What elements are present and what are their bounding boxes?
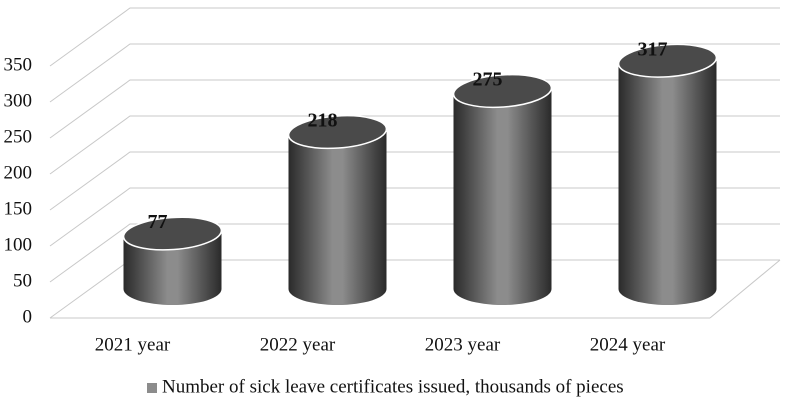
cylinder-body	[288, 132, 387, 305]
x-tick-label: 2024 year	[590, 334, 666, 355]
y-tick-label: 50	[13, 270, 32, 291]
y-tick-label: 300	[4, 90, 33, 111]
x-tick-label: 2021 year	[95, 334, 171, 355]
cylinder-top	[287, 114, 388, 150]
grid-line	[49, 151, 780, 211]
cylinder-top	[617, 43, 718, 78]
grid-line	[49, 43, 780, 103]
cylinder-body	[123, 233, 222, 305]
floor-edge	[709, 259, 781, 319]
grid-line	[49, 187, 780, 247]
cylinder-top	[122, 216, 223, 251]
value-label: 275	[473, 69, 503, 91]
value-label: 218	[308, 110, 338, 132]
value-label: 77	[148, 211, 168, 233]
x-tick-label: 2023 year	[425, 334, 501, 355]
cylinder-body	[453, 91, 552, 305]
grid-line	[49, 115, 780, 175]
y-tick-label: 250	[4, 126, 33, 147]
legend-swatch	[147, 383, 157, 393]
x-tick-label: 2022 year	[260, 334, 336, 355]
y-tick-label: 0	[23, 306, 33, 327]
grid-line	[49, 223, 780, 283]
y-tick-label: 100	[4, 234, 33, 255]
y-tick-label: 200	[4, 162, 33, 183]
y-tick-label: 150	[4, 198, 33, 219]
grid-line	[49, 7, 780, 67]
cylinder-top	[452, 73, 553, 109]
cylinder-body	[618, 60, 717, 306]
value-label: 317	[638, 38, 668, 60]
grid-line	[49, 79, 780, 139]
legend-label: Number of sick leave certificates issued…	[162, 376, 624, 397]
y-tick-label: 350	[4, 54, 33, 75]
